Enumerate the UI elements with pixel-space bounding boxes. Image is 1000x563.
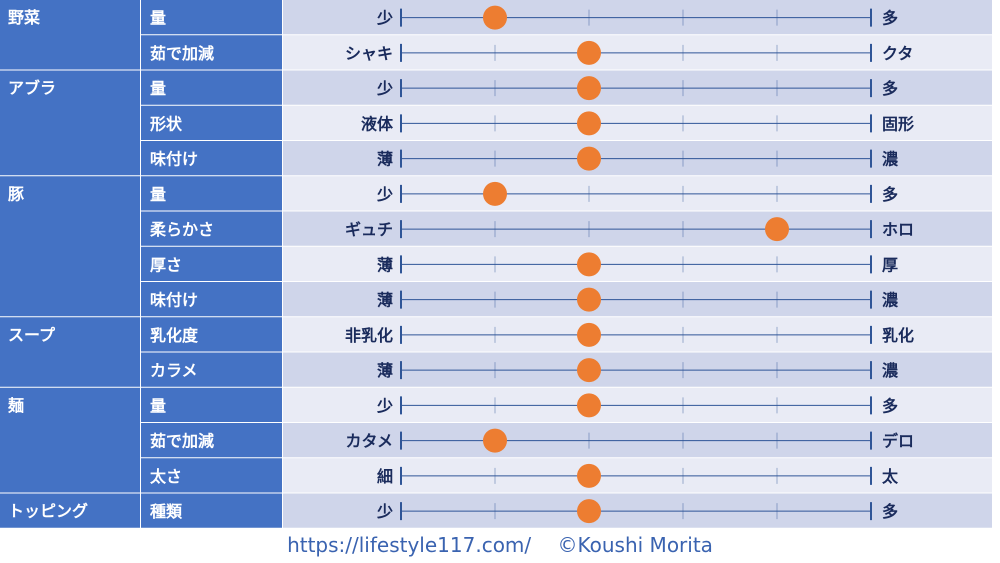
item-cell	[141, 423, 282, 458]
rating-dot	[577, 463, 601, 488]
scale-left-label: 薄	[377, 255, 393, 274]
category-cell	[0, 0, 140, 70]
scale-left-label: 少	[376, 396, 393, 415]
scale-left-label: 非乳化	[345, 326, 393, 345]
category-cell	[0, 387, 140, 493]
scale-left-label: 少	[376, 79, 393, 98]
item-cell	[141, 176, 282, 211]
footer-credit: https://lifestyle117.com/ ©Koushi Morita	[0, 530, 1000, 563]
item-label: 量	[150, 79, 166, 98]
category-label: アブラ	[8, 79, 56, 98]
scale-left-label: 薄	[377, 291, 393, 310]
item-label: 味付け	[150, 150, 198, 169]
item-label: 茹で加減	[150, 432, 214, 451]
scale-left-label: 少	[376, 9, 393, 28]
scale-right-label: 多	[882, 502, 898, 521]
rating-table: 野菜アブラ豚スープ麺トッピング量少多茹で加減 シャキ クタ量少多形状 液体 固形味付け薄…	[0, 0, 992, 528]
category-cell	[0, 493, 140, 528]
rating-dot	[577, 76, 601, 101]
item-cell	[141, 105, 282, 140]
scale-left-label: 細	[377, 467, 393, 486]
item-label: 形状	[150, 114, 183, 133]
item-cell	[141, 387, 282, 422]
scale-left-label: ギュチ	[345, 220, 393, 239]
scale-left-label: シャキ	[345, 44, 393, 63]
scale-right-label: 濃	[882, 150, 899, 169]
scale-right-label: 太	[881, 467, 899, 486]
category-label: スープ	[8, 325, 56, 344]
item-cell	[141, 458, 282, 493]
category-cell	[0, 317, 140, 387]
item-cell	[141, 282, 282, 317]
item-label: 厚さ	[150, 255, 182, 274]
category-cell	[0, 176, 140, 317]
scale-right-label: 多	[882, 9, 898, 28]
scale-right-label: ホロ	[882, 220, 914, 239]
item-label: 柔らかさ	[149, 220, 214, 239]
scale-right-label: 多	[882, 79, 898, 98]
rating-dot	[765, 217, 789, 242]
scale-right-label: クタ	[882, 44, 913, 63]
item-cell	[141, 70, 282, 105]
rating-dot	[577, 322, 601, 347]
footer-url[interactable]: https://lifestyle117.com/	[287, 533, 532, 557]
rating-dot	[577, 252, 601, 277]
scale-right-label: 多	[882, 185, 898, 204]
category-cell	[0, 70, 140, 176]
item-cell	[141, 211, 282, 246]
category-label: 野菜	[8, 8, 40, 27]
scale-right-label: 濃	[882, 291, 899, 310]
rating-dot	[577, 499, 601, 524]
scale-left-label: 薄	[377, 361, 393, 380]
item-label: 乳化度	[150, 326, 199, 345]
rating-dot	[483, 5, 507, 30]
item-cell	[141, 0, 282, 35]
rating-dot	[577, 111, 601, 136]
item-label: 種類	[150, 502, 183, 521]
scale-right-label: 固形	[882, 114, 914, 133]
scale-left-label: 薄	[377, 150, 393, 169]
rating-dot	[577, 40, 601, 65]
scale-right-label: 多	[882, 396, 898, 415]
category-label: トッピング	[8, 502, 88, 521]
category-label: 豚	[8, 184, 24, 203]
scale-right-label: デロ	[882, 432, 914, 451]
item-cell	[141, 246, 282, 281]
item-cell	[141, 141, 282, 176]
item-cell	[141, 317, 282, 352]
rating-dot	[577, 393, 601, 418]
scale-right-label: 厚	[882, 255, 898, 274]
item-label: 味付け	[150, 291, 198, 310]
scale-right-label: 乳化	[882, 326, 914, 345]
item-label: 太さ	[149, 467, 182, 486]
scale-left-label: カタメ	[345, 432, 393, 451]
rating-dot	[577, 287, 601, 312]
rating-dot	[483, 428, 507, 453]
item-cell	[141, 352, 282, 387]
scale-left-label: 少	[376, 185, 393, 204]
item-label: 茹で加減	[150, 44, 214, 63]
item-cell	[141, 493, 282, 528]
scale-right-label: 濃	[882, 361, 899, 380]
item-label: カラメ	[150, 361, 198, 380]
footer-copyright: ©Koushi Morita	[557, 533, 713, 557]
item-label: 量	[150, 185, 166, 204]
rating-dot	[577, 358, 601, 383]
item-cell	[141, 35, 282, 70]
scale-left-label: 液体	[361, 114, 394, 133]
category-label: 麺	[7, 396, 24, 415]
rating-dot	[577, 146, 601, 171]
item-label: 量	[150, 396, 166, 415]
item-label: 量	[150, 9, 166, 28]
scale-left-label: 少	[376, 502, 393, 521]
rating-dot	[483, 181, 507, 206]
